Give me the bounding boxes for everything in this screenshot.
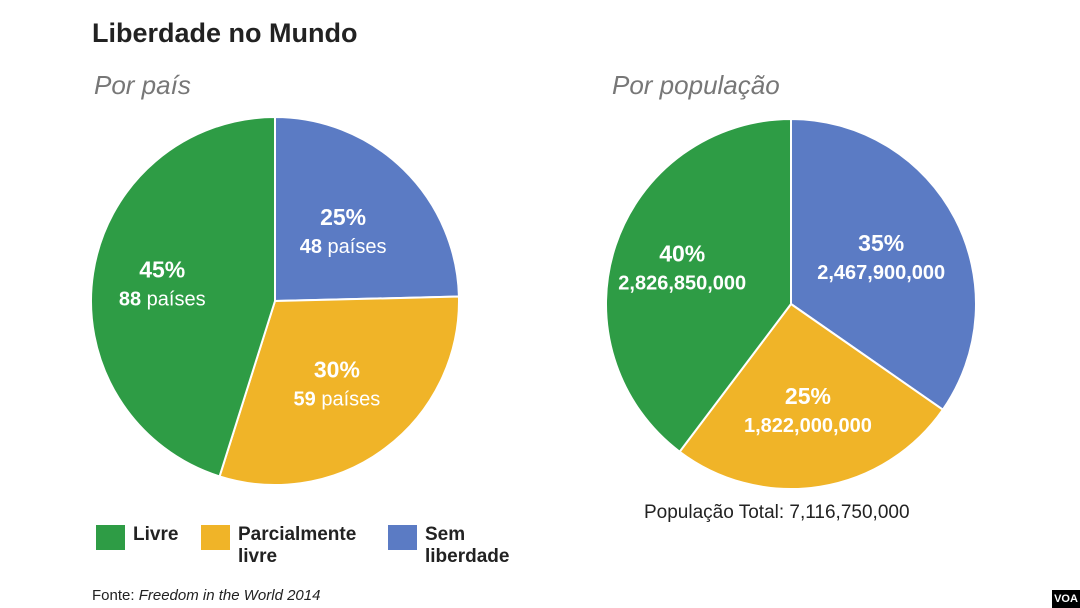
legend-swatch-livre [96, 525, 125, 550]
legend-label-livre: Livre [133, 524, 179, 545]
pie-2-label-percent-livre: 40% [659, 241, 705, 267]
legend-item-parcialmente-livre: Parcialmente livre [201, 524, 356, 568]
pie-2-label-detail-livre: 2,826,850,000 [618, 273, 746, 295]
source-title: Freedom in the World 2014 [138, 587, 321, 604]
pie-2-label-percent-parcialmente-livre: 25% [785, 383, 831, 409]
pie-1-label-percent-sem-liberdade: 25% [320, 204, 366, 230]
pie-1: 25% 48 países 30% 59 países 45% 88 países [89, 115, 460, 486]
legend-label-parcialmente-livre: Parcialmente livre [238, 524, 357, 567]
legend-item-livre: Livre [96, 524, 178, 550]
legend-swatch-parcialmente-livre [201, 525, 230, 550]
pie-2-label-detail-sem-liberdade: 2,467,900,000 [817, 262, 945, 284]
pie-2-label-detail-parcialmente-livre: 1,822,000,000 [744, 415, 872, 437]
legend-swatch-sem-liberdade [388, 525, 417, 550]
pie-2-slice-livre [605, 117, 792, 454]
chart-title: Liberdade no Mundo [92, 18, 358, 48]
pie-1-label-percent-livre: 45% [139, 257, 185, 283]
pie-1-label-detail-livre: 88 países [119, 289, 206, 311]
pie-2: 35% 2,467,900,000 25% 1,822,000,000 40% 2,826… [605, 117, 977, 490]
pie-1-slice-parcialmente-livre [218, 295, 460, 486]
pie-1-slice-livre [89, 115, 276, 478]
legend: Livre Parcialmente livre Sem liberdade [96, 524, 576, 584]
chart-1-subtitle: Por país [94, 70, 191, 100]
source-prefix: Fonte: [92, 587, 139, 604]
pie-1-label-percent-parcialmente-livre: 30% [314, 356, 360, 382]
pie-2-slice-parcialmente-livre [678, 302, 945, 490]
source-note: Fonte: Freedom in the World 2014 [92, 587, 320, 604]
voa-logo: VOA [1052, 590, 1080, 608]
pie-1-label-detail-sem-liberdade: 48 países [300, 236, 387, 258]
pie-2-slice-sem-liberdade [790, 117, 977, 412]
legend-item-sem-liberdade: Sem liberdade [388, 524, 509, 568]
pie-1-slice-sem-liberdade [274, 115, 460, 303]
pie-2-label-percent-sem-liberdade: 35% [858, 230, 904, 256]
legend-label-sem-liberdade: Sem liberdade [425, 524, 510, 567]
pie-1-label-detail-parcialmente-livre: 59 países [294, 388, 381, 410]
population-total: População Total: 7,116,750,000 [644, 502, 910, 523]
chart-2-subtitle: Por população [612, 70, 780, 100]
